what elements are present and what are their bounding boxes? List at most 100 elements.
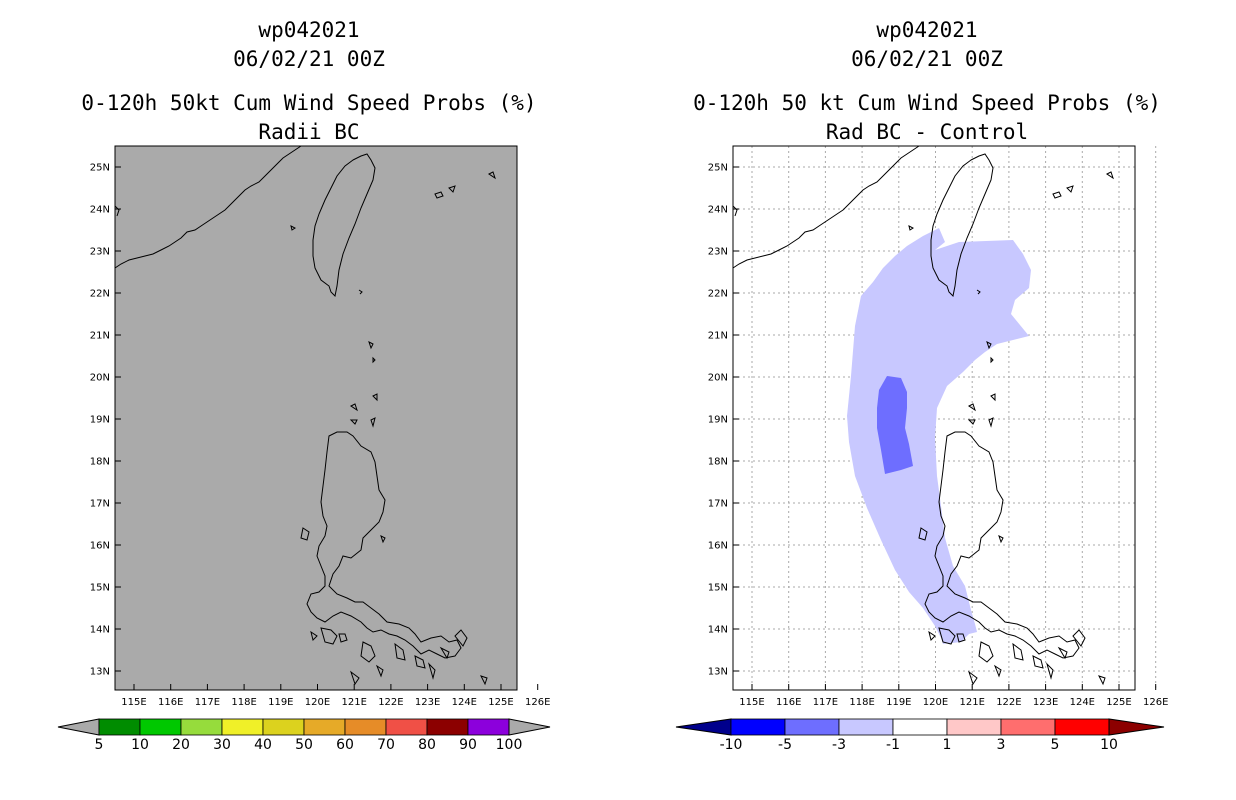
lon-tick-label: 125E xyxy=(1106,697,1131,708)
colorbar-high-triangle xyxy=(1108,718,1165,736)
colorbar-swatch xyxy=(1054,718,1110,736)
lat-tick-label: 20N xyxy=(708,373,728,384)
left-lat-axis: 25N 24N 23N 22N 21N 20N 19N 18N 17N 16N 15N 14N 13N xyxy=(90,163,121,678)
right-lon-axis: 115E 116E 117E 118E 119E 120E 121E 122E 123E 124E… xyxy=(739,684,1168,708)
colorbar-swatch xyxy=(784,718,840,736)
lat-tick-label: 22N xyxy=(90,289,110,300)
lon-tick-label: 118E xyxy=(231,697,256,708)
lat-tick-label: 17N xyxy=(90,499,110,510)
lon-tick-label: 126E xyxy=(525,697,550,708)
colorbar-swatch xyxy=(838,718,894,736)
colorbar-label: 60 xyxy=(336,737,354,753)
colorbar-low-triangle xyxy=(57,718,100,736)
colorbar-swatch xyxy=(1000,718,1056,736)
lon-tick-label: 115E xyxy=(121,697,146,708)
lat-tick-label: 15N xyxy=(90,583,110,594)
left-map-background xyxy=(115,146,517,690)
colorbar-swatch xyxy=(303,718,346,736)
lon-tick-label: 117E xyxy=(195,697,220,708)
lon-tick-label: 120E xyxy=(305,697,330,708)
right-subtitle: Rad BC - Control xyxy=(825,120,1029,144)
right-colorbar: -10 -5 -3 -1 1 3 5 10 xyxy=(675,718,1165,753)
colorbar-swatch xyxy=(730,718,786,736)
colorbar-label: -1 xyxy=(886,737,900,753)
colorbar-swatch xyxy=(221,718,264,736)
colorbar-label: 10 xyxy=(1100,737,1118,753)
colorbar-swatch xyxy=(892,718,948,736)
lon-tick-label: 121E xyxy=(341,697,366,708)
colorbar-label: 40 xyxy=(254,737,272,753)
left-colorbar: 5 10 20 30 40 50 60 70 80 90 100 xyxy=(57,718,551,753)
light-blue-shaded-region xyxy=(847,228,1031,644)
lon-tick-label: 124E xyxy=(452,697,477,708)
lat-tick-label: 14N xyxy=(90,625,110,636)
lon-tick-label: 116E xyxy=(158,697,183,708)
left-subtitle: Radii BC xyxy=(258,120,360,144)
lon-tick-label: 123E xyxy=(1033,697,1058,708)
lat-tick-label: 22N xyxy=(708,289,728,300)
lat-tick-label: 24N xyxy=(90,205,110,216)
lat-tick-label: 25N xyxy=(708,163,728,174)
colorbar-label: 70 xyxy=(377,737,395,753)
lon-tick-label: 119E xyxy=(268,697,293,708)
lat-tick-label: 18N xyxy=(90,457,110,468)
colorbar-label: 50 xyxy=(295,737,313,753)
lat-tick-label: 20N xyxy=(90,373,110,384)
right-map-frame xyxy=(732,145,1136,691)
left-map-panel xyxy=(114,145,518,691)
colorbar-label: -5 xyxy=(778,737,792,753)
lat-tick-label: 24N xyxy=(708,205,728,216)
lon-tick-label: 120E xyxy=(923,697,948,708)
right-datetime: 06/02/21 00Z xyxy=(851,47,1003,71)
colorbar-label: 5 xyxy=(1051,737,1060,753)
colorbar-swatch xyxy=(344,718,387,736)
lon-tick-label: 116E xyxy=(776,697,801,708)
lat-tick-label: 16N xyxy=(90,541,110,552)
right-lat-axis: 25N 24N 23N 22N 21N 20N 19N 18N 17N 16N 15N 14N 13N xyxy=(708,163,739,678)
right-map-panel xyxy=(732,145,1157,691)
colorbar-label: 80 xyxy=(418,737,436,753)
lon-tick-label: 123E xyxy=(415,697,440,708)
colorbar-swatch xyxy=(426,718,469,736)
lat-tick-label: 16N xyxy=(708,541,728,552)
left-storm-id: wp042021 xyxy=(258,18,360,42)
colorbar-label: 20 xyxy=(172,737,190,753)
colorbar-label: 30 xyxy=(213,737,231,753)
colorbar-swatch xyxy=(946,718,1002,736)
lon-tick-label: 124E xyxy=(1070,697,1095,708)
lat-tick-label: 23N xyxy=(708,247,728,258)
colorbar-swatch xyxy=(180,718,223,736)
left-datetime: 06/02/21 00Z xyxy=(233,47,385,71)
left-map-frame xyxy=(114,145,518,691)
colorbar-label: 100 xyxy=(496,737,523,753)
colorbar-low-triangle xyxy=(675,718,732,736)
colorbar-label: 3 xyxy=(997,737,1006,753)
lat-tick-label: 18N xyxy=(708,457,728,468)
lat-tick-label: 19N xyxy=(90,415,110,426)
lon-tick-label: 115E xyxy=(739,697,764,708)
lat-tick-label: 21N xyxy=(90,331,110,342)
lon-tick-label: 121E xyxy=(959,697,984,708)
lat-tick-label: 15N xyxy=(708,583,728,594)
lat-tick-label: 25N xyxy=(90,163,110,174)
lon-tick-label: 117E xyxy=(813,697,838,708)
colorbar-label: 10 xyxy=(131,737,149,753)
lon-tick-label: 119E xyxy=(886,697,911,708)
lat-tick-label: 21N xyxy=(708,331,728,342)
colorbar-swatch xyxy=(385,718,428,736)
lat-tick-label: 13N xyxy=(708,667,728,678)
colorbar-high-triangle xyxy=(508,718,551,736)
colorbar-swatch xyxy=(262,718,305,736)
lat-tick-label: 19N xyxy=(708,415,728,426)
right-storm-id: wp042021 xyxy=(876,18,978,42)
lat-tick-label: 14N xyxy=(708,625,728,636)
colorbar-label: 5 xyxy=(95,737,104,753)
lon-tick-label: 126E xyxy=(1143,697,1168,708)
lat-tick-label: 23N xyxy=(90,247,110,258)
lon-tick-label: 125E xyxy=(488,697,513,708)
colorbar-label: -10 xyxy=(720,737,743,753)
left-lon-axis: 115E 116E 117E 118E 119E 120E 121E 122E 123E 124E… xyxy=(121,684,550,708)
lon-tick-label: 122E xyxy=(378,697,403,708)
lat-tick-label: 13N xyxy=(90,667,110,678)
